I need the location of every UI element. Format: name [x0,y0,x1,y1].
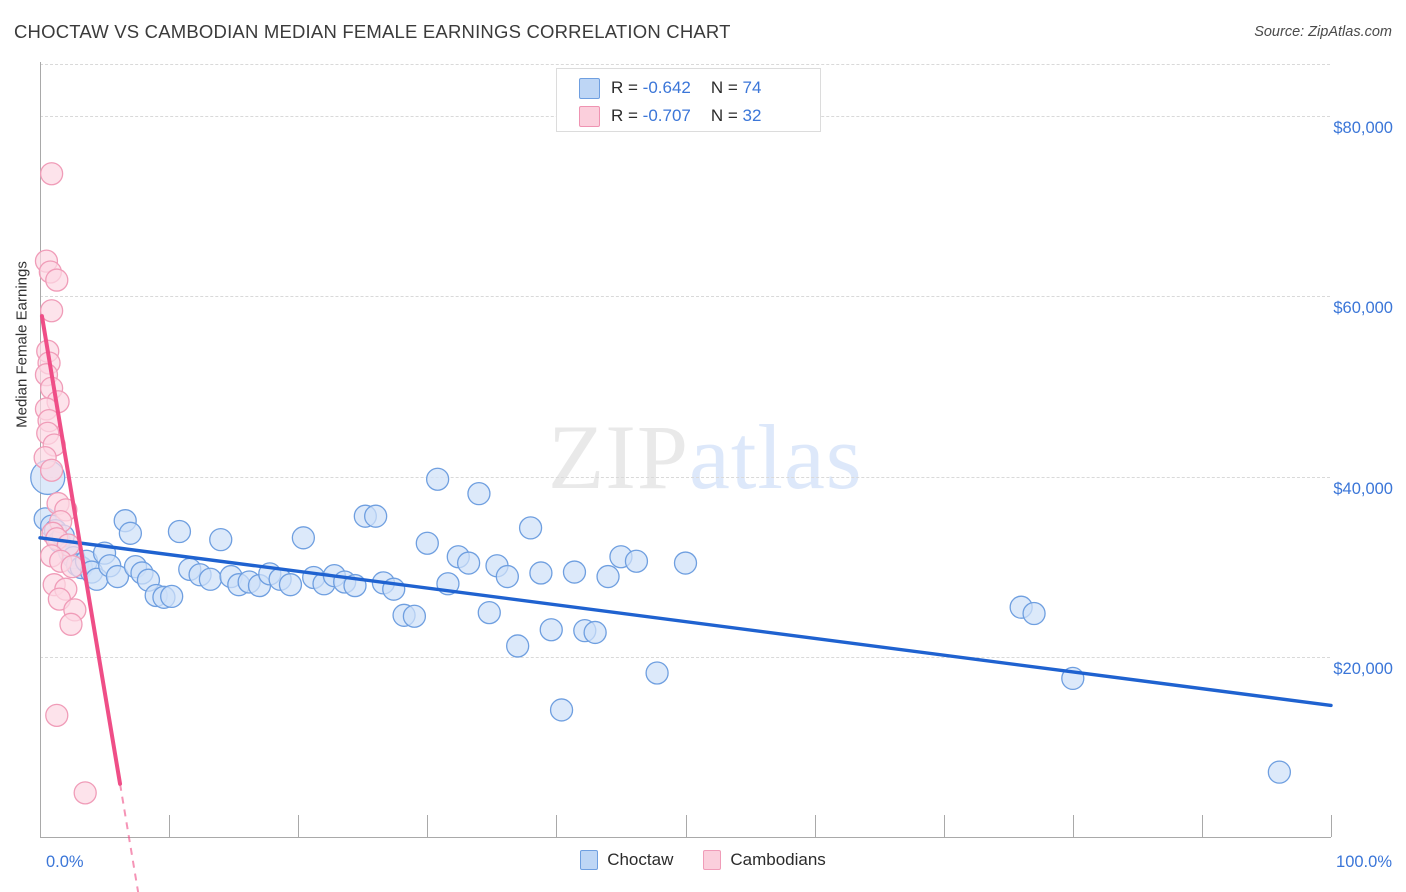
page-title: CHOCTAW VS CAMBODIAN MEDIAN FEMALE EARNI… [14,21,731,42]
data-point[interactable] [456,551,481,575]
trendline-cambodians [39,314,123,786]
legend-swatch-cambodians [703,850,722,870]
n-value-cambodians: 32 [742,106,762,125]
series-legend: Choctaw Cambodians [0,850,1406,870]
data-point[interactable] [364,504,388,528]
x-axis-tick [1331,815,1332,837]
stats-row-cambodians: R = -0.707 N = 32 [579,102,820,130]
legend-item-choctaw[interactable]: Choctaw [580,850,673,870]
trendline-choctaw [38,536,1333,708]
trendline-extension-cambodians [119,783,140,892]
x-axis-tick [814,815,816,837]
gridline [40,656,1330,658]
data-point[interactable] [59,612,83,636]
stats-text-choctaw: R = -0.642 N = 74 [611,78,761,98]
data-point[interactable] [198,567,223,591]
stats-swatch-choctaw [579,77,600,99]
series-choctaw [30,459,1292,784]
x-axis-tick [943,815,945,837]
data-point[interactable] [562,560,587,584]
r-value-choctaw: -0.642 [642,78,691,97]
data-point[interactable] [118,521,143,545]
data-point[interactable] [105,564,130,589]
source-attribution: Source: ZipAtlas.com [1254,24,1392,40]
data-point[interactable] [583,620,607,645]
x-axis-tick [169,815,171,837]
data-point[interactable] [506,634,530,658]
data-point[interactable] [160,584,184,609]
x-axis-tick [298,815,300,837]
data-point[interactable] [529,561,553,585]
stats-row-choctaw: R = -0.642 N = 74 [579,74,820,102]
data-point[interactable] [624,549,649,573]
x-axis-line [40,837,1331,838]
data-point[interactable] [39,162,64,186]
data-point[interactable] [495,564,519,589]
data-point[interactable] [39,458,64,482]
data-point[interactable] [167,519,192,544]
data-point[interactable] [673,551,698,575]
n-label-choctaw: N = [710,78,743,97]
stats-text-cambodians: R = -0.707 N = 32 [611,106,761,126]
data-point[interactable] [467,482,491,506]
x-axis-tick [1072,815,1074,837]
data-point[interactable] [549,698,574,722]
data-point[interactable] [596,564,620,589]
data-point[interactable] [539,618,563,642]
data-point[interactable] [45,268,69,292]
data-point[interactable] [39,299,64,323]
data-point[interactable] [73,781,97,805]
gridline [40,296,1330,298]
legend-swatch-choctaw [580,850,599,870]
legend-label-choctaw: Choctaw [607,850,674,869]
data-point[interactable] [518,516,543,540]
y-axis-tick-label: $80,000 [1333,119,1393,138]
n-value-choctaw: 74 [742,78,762,97]
data-point[interactable] [278,573,303,597]
data-point[interactable] [645,661,669,685]
x-axis-tick [1201,815,1203,837]
data-point[interactable] [1022,601,1046,626]
x-axis-tick [685,815,687,837]
r-label-cambodians: R = [611,106,643,125]
data-point[interactable] [1267,760,1292,784]
data-point[interactable] [425,467,450,491]
correlation-stats-legend: R = -0.642 N = 74 R = -0.707 N = 32 [556,68,821,132]
y-axis-title: Median Female Earnings [13,261,31,428]
data-point[interactable] [402,604,427,628]
data-point[interactable] [291,526,316,550]
n-label-cambodians: N = [710,106,743,125]
x-axis-tick [556,815,558,837]
gridline [40,476,1330,478]
stats-swatch-cambodians [579,105,600,127]
gridline-top [40,64,1330,65]
r-value-cambodians: -0.707 [642,106,691,125]
y-axis-tick-label: $40,000 [1333,479,1393,498]
x-axis-min-label: 0.0% [46,853,84,871]
data-point[interactable] [477,600,501,625]
y-axis-tick-label: $60,000 [1333,299,1393,318]
r-label-choctaw: R = [611,78,643,97]
y-axis-tick-label: $20,000 [1333,659,1393,678]
data-point[interactable] [45,703,69,727]
data-point[interactable] [209,527,233,552]
x-axis-max-label: 100.0% [1336,853,1392,871]
x-axis-tick [427,815,429,837]
data-point[interactable] [60,555,84,579]
legend-item-cambodians[interactable]: Cambodians [703,850,826,870]
legend-label-cambodians: Cambodians [730,850,826,869]
data-point[interactable] [415,531,439,555]
